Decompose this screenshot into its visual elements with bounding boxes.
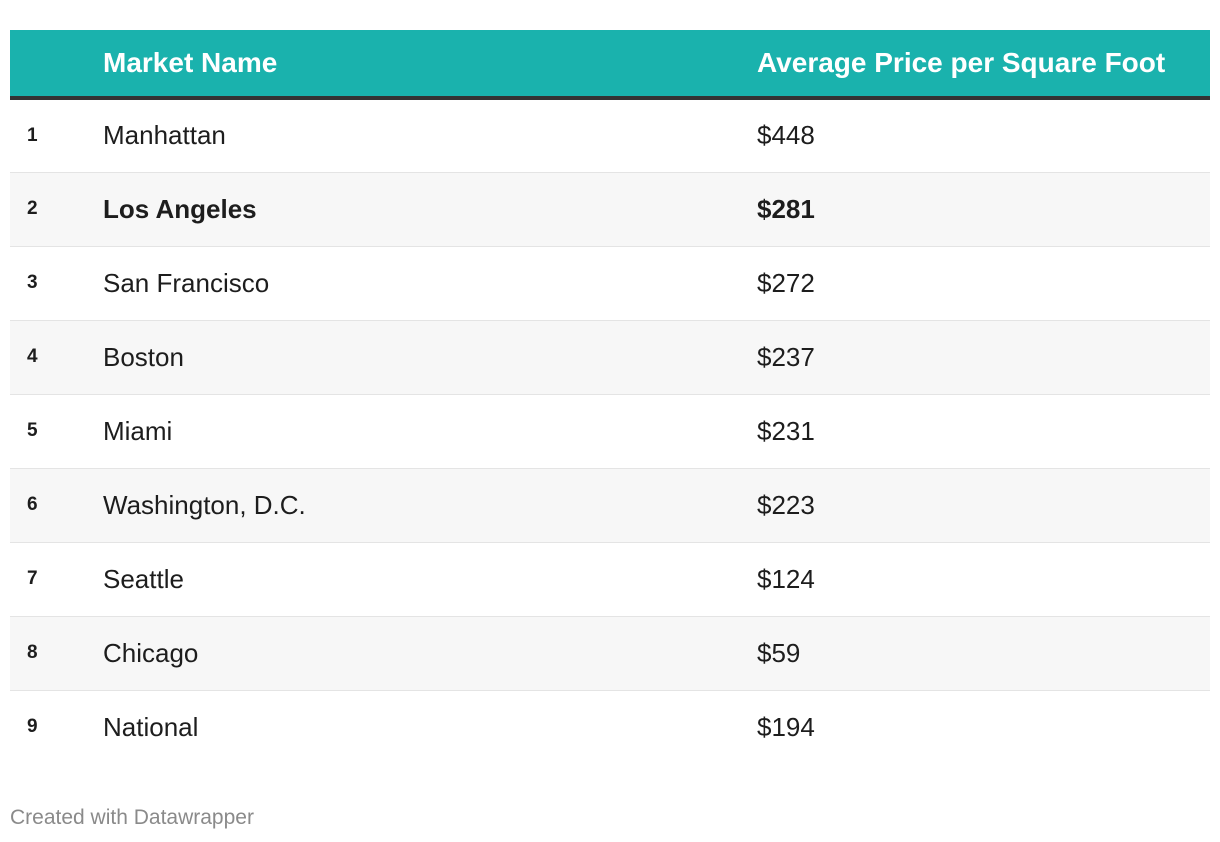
row-market-name: National	[103, 711, 199, 742]
row-market-name: San Francisco	[103, 246, 757, 321]
row-market-name: Miami	[103, 394, 757, 469]
data-table: Market Name Average Price per Square Foo…	[10, 30, 1210, 764]
row-rank: 6	[10, 468, 103, 543]
row-price: $59	[757, 616, 1210, 691]
row-price: $281	[757, 172, 1210, 247]
header-row: Market Name Average Price per Square Foo…	[10, 30, 1210, 100]
header-rank	[10, 30, 103, 100]
row-rank: 3	[10, 246, 103, 321]
row-price: $194	[757, 711, 815, 742]
table-header: Market Name Average Price per Square Foo…	[10, 30, 1210, 100]
table-row: 4 Boston $237	[10, 320, 1210, 395]
row-rank: 4	[10, 320, 103, 395]
row-rank: 9	[27, 716, 38, 738]
table-body: 1 Manhattan $448 2 Los Angeles $281 3 San Franc…	[10, 98, 1210, 764]
table-row: 6 Washington, D.C. $223	[10, 468, 1210, 543]
row-price: $448	[757, 98, 1210, 173]
table-row: 1 Manhattan $448	[10, 98, 1210, 173]
row-price: $223	[757, 468, 1210, 543]
data-table-container: Market Name Average Price per Square Foo…	[10, 30, 1210, 764]
table-row: 9 National $194	[10, 690, 1210, 764]
header-market-name: Market Name	[103, 30, 757, 100]
datawrapper-credit: Created with Datawrapper	[10, 806, 254, 829]
row-market-name: Manhattan	[103, 98, 757, 173]
table-row: 2 Los Angeles $281	[10, 172, 1210, 247]
row-price: $124	[757, 542, 1210, 617]
row-price: $231	[757, 394, 1210, 469]
row-market-name: Washington, D.C.	[103, 468, 757, 543]
table-row: 3 San Francisco $272	[10, 246, 1210, 321]
row-rank: 5	[10, 394, 103, 469]
row-market-name: Los Angeles	[103, 172, 757, 247]
row-rank: 7	[10, 542, 103, 617]
row-market-name: Chicago	[103, 616, 757, 691]
table-row: 7 Seattle $124	[10, 542, 1210, 617]
row-rank: 1	[10, 98, 103, 173]
row-rank: 8	[10, 616, 103, 691]
row-price: $272	[757, 246, 1210, 321]
table-row: 8 Chicago $59	[10, 616, 1210, 691]
table-row: 5 Miami $231	[10, 394, 1210, 469]
row-market-name: Boston	[103, 320, 757, 395]
header-average-price: Average Price per Square Foot	[757, 30, 1210, 100]
row-rank: 2	[10, 172, 103, 247]
row-price: $237	[757, 320, 1210, 395]
row-market-name: Seattle	[103, 542, 757, 617]
